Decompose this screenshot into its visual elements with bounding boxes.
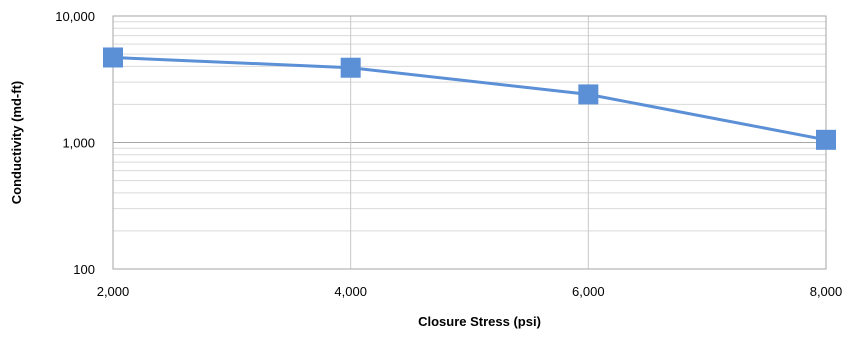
y-axis-tick-labels: 100 1,000 10,000 [55,9,95,277]
x-tick-label: 4,000 [334,284,367,299]
series-line [112,56,827,142]
x-tick-label: 8,000 [810,284,843,299]
y-tick-label: 10,000 [55,9,95,24]
x-tick-label: 2,000 [97,284,130,299]
y-tick-label: 1,000 [62,136,95,151]
data-point-marker [340,57,361,78]
y-axis-title: Conductivity (md-ft) [9,81,24,204]
x-tick-label: 6,000 [572,284,605,299]
series-layer [103,47,836,150]
grid [112,15,827,270]
y-tick-label: 100 [73,262,95,277]
data-point-marker [103,47,123,68]
data-point-marker [816,129,836,150]
x-axis-tick-labels: 2,000 4,000 6,000 8,000 [97,284,843,299]
data-point-marker [578,84,599,105]
x-axis-title: Closure Stress (psi) [418,314,541,329]
